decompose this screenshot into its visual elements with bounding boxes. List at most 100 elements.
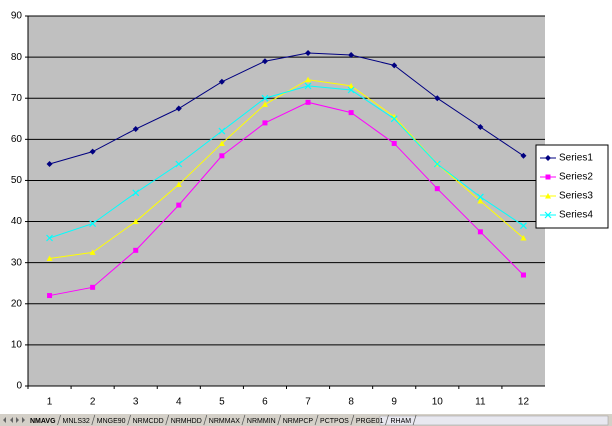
y-tick-label: 30 bbox=[11, 257, 23, 268]
marker bbox=[520, 235, 527, 241]
tab-separator bbox=[385, 414, 389, 426]
marker bbox=[218, 127, 226, 135]
marker bbox=[261, 58, 268, 65]
tab-separator bbox=[314, 414, 319, 426]
x-tick-label: 10 bbox=[432, 397, 444, 408]
marker bbox=[132, 218, 139, 225]
marker bbox=[391, 62, 398, 69]
marker bbox=[545, 174, 551, 180]
marker bbox=[133, 247, 139, 253]
horizontal-scrollbar[interactable] bbox=[379, 415, 609, 426]
marker bbox=[520, 222, 527, 230]
marker bbox=[218, 140, 225, 146]
sheet-tab[interactable]: PCTPOS bbox=[320, 418, 349, 425]
marker bbox=[132, 126, 139, 133]
sheet-tab[interactable]: PRGE01 bbox=[356, 418, 384, 425]
marker bbox=[477, 229, 483, 235]
tab-separator bbox=[412, 414, 417, 426]
marker bbox=[89, 249, 96, 255]
x-tick-label: 3 bbox=[133, 397, 139, 408]
legend-label: Series1 bbox=[559, 153, 593, 164]
marker bbox=[218, 78, 225, 85]
marker bbox=[477, 124, 484, 130]
marker bbox=[347, 86, 355, 94]
marker bbox=[545, 155, 551, 161]
sheet-tab[interactable]: NRMCDD bbox=[133, 418, 164, 425]
y-tick-label: 40 bbox=[11, 216, 23, 227]
series-line bbox=[49, 101, 524, 297]
series bbox=[46, 50, 527, 167]
x-tick-label: 6 bbox=[262, 397, 268, 408]
marker bbox=[348, 110, 354, 116]
y-tick-label: 0 bbox=[16, 381, 22, 392]
x-tick-label: 12 bbox=[518, 397, 530, 408]
marker bbox=[305, 76, 312, 83]
y-tick-label: 90 bbox=[11, 11, 23, 22]
tab-separator bbox=[203, 414, 208, 426]
sheet-tab[interactable]: NMAVG bbox=[30, 418, 56, 425]
x-tick-label: 11 bbox=[475, 397, 486, 408]
plot-area bbox=[28, 16, 545, 386]
tab-separator bbox=[277, 414, 282, 426]
sheet-tab[interactable]: NRMHDD bbox=[171, 418, 202, 425]
marker bbox=[89, 220, 97, 228]
y-tick-label: 50 bbox=[11, 175, 23, 186]
marker bbox=[219, 153, 225, 159]
marker bbox=[305, 50, 312, 56]
sheet-tab[interactable]: MNGE90 bbox=[97, 418, 126, 425]
sheet-tab[interactable]: NRMMAX bbox=[209, 418, 240, 425]
tab-separator bbox=[241, 414, 246, 426]
marker bbox=[261, 101, 268, 107]
tab-separator bbox=[165, 414, 170, 426]
marker bbox=[348, 82, 355, 89]
x-tick-label: 9 bbox=[391, 397, 397, 408]
x-tick-label: 2 bbox=[90, 397, 96, 408]
x-tick-label: 8 bbox=[348, 397, 354, 408]
marker bbox=[47, 293, 53, 299]
sheet-tab[interactable]: NRMMIN bbox=[247, 418, 276, 425]
legend-label: Series2 bbox=[559, 172, 593, 183]
tab-separator bbox=[57, 414, 61, 426]
y-tick-label: 20 bbox=[11, 298, 23, 309]
marker bbox=[89, 148, 96, 155]
y-tick-label: 10 bbox=[11, 340, 23, 351]
marker bbox=[476, 193, 484, 201]
marker bbox=[305, 99, 311, 105]
marker bbox=[520, 272, 526, 278]
x-tick-label: 1 bbox=[47, 397, 53, 408]
marker bbox=[434, 95, 441, 102]
x-tick-label: 7 bbox=[305, 397, 311, 408]
marker bbox=[545, 193, 551, 199]
marker bbox=[544, 211, 552, 219]
marker bbox=[175, 160, 183, 168]
marker bbox=[176, 202, 182, 208]
tab-separator bbox=[350, 414, 355, 426]
marker bbox=[46, 161, 53, 167]
legend-label: Series4 bbox=[559, 210, 593, 221]
tab-separator bbox=[91, 414, 96, 426]
marker bbox=[175, 181, 182, 188]
sheet-tab[interactable]: NRMPCP bbox=[283, 418, 314, 425]
series bbox=[46, 82, 527, 242]
marker bbox=[90, 284, 96, 290]
y-tick-label: 70 bbox=[11, 93, 23, 104]
marker bbox=[477, 198, 484, 204]
marker bbox=[520, 152, 527, 159]
legend-label: Series3 bbox=[559, 191, 593, 202]
y-tick-label: 60 bbox=[11, 134, 23, 145]
sheet-tab[interactable]: MNLS32 bbox=[63, 418, 90, 425]
x-tick-label: 4 bbox=[176, 397, 182, 408]
marker bbox=[261, 94, 269, 102]
sheet-tab[interactable]: RHAM bbox=[390, 418, 411, 425]
series-line bbox=[49, 85, 524, 239]
tab-separator bbox=[127, 414, 131, 426]
marker bbox=[175, 105, 182, 112]
marker bbox=[132, 189, 140, 197]
y-tick-label: 80 bbox=[11, 52, 23, 63]
marker bbox=[46, 234, 53, 242]
marker bbox=[391, 140, 397, 146]
x-tick-label: 5 bbox=[219, 397, 225, 408]
marker bbox=[46, 255, 53, 262]
marker bbox=[304, 82, 312, 90]
